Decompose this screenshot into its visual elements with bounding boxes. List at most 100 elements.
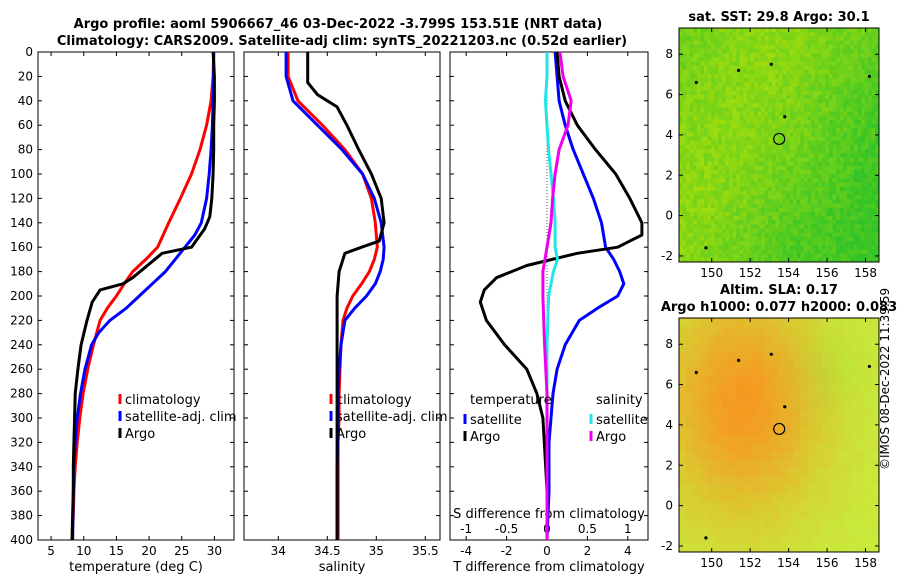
map-cell bbox=[846, 90, 851, 96]
map-cell bbox=[832, 174, 837, 179]
map-cell bbox=[871, 73, 876, 79]
map-cell bbox=[743, 40, 748, 46]
map-cell bbox=[811, 48, 816, 54]
map-cell bbox=[743, 111, 748, 117]
map-cell bbox=[864, 53, 869, 58]
map-cell bbox=[707, 236, 712, 242]
map-cell bbox=[729, 36, 734, 42]
map-cell bbox=[839, 136, 844, 142]
map-cell bbox=[779, 65, 784, 71]
map-cell bbox=[750, 351, 759, 361]
map-cell bbox=[750, 211, 755, 217]
map-cell bbox=[714, 161, 719, 167]
map-cell bbox=[854, 253, 859, 259]
map-cell bbox=[711, 107, 716, 113]
map-cell bbox=[714, 174, 719, 179]
map-cell bbox=[714, 460, 723, 469]
map-cell bbox=[700, 94, 705, 100]
map-cell bbox=[732, 253, 737, 259]
map-cell bbox=[871, 90, 876, 96]
map-cell bbox=[800, 199, 805, 204]
map-cell bbox=[832, 153, 837, 159]
map-cell bbox=[743, 124, 748, 129]
map-cell bbox=[779, 178, 784, 184]
map-cell bbox=[839, 36, 844, 42]
map-cell bbox=[689, 28, 694, 33]
x-tick-label: 34.5 bbox=[314, 544, 341, 558]
map-cell bbox=[725, 82, 730, 87]
map-cell bbox=[829, 501, 837, 511]
map-cell bbox=[696, 132, 701, 138]
map-cell bbox=[732, 249, 737, 255]
map-cell bbox=[846, 186, 851, 192]
map-cell bbox=[729, 376, 737, 386]
map-cell bbox=[843, 82, 848, 87]
map-cell bbox=[771, 40, 776, 46]
map-cell bbox=[732, 65, 737, 71]
y-tick-label: 2 bbox=[665, 168, 673, 182]
map-cell bbox=[768, 149, 773, 154]
map-cell bbox=[804, 257, 809, 263]
map-cell bbox=[689, 32, 694, 37]
map-cell bbox=[779, 161, 784, 167]
map-cell bbox=[793, 136, 798, 142]
map-cell bbox=[782, 82, 787, 87]
map-cell bbox=[871, 178, 876, 184]
map-cell bbox=[771, 174, 776, 179]
map-cell bbox=[786, 199, 791, 204]
map-cell bbox=[793, 220, 798, 225]
map-cell bbox=[693, 178, 698, 184]
map-cell bbox=[836, 493, 844, 503]
map-cell bbox=[850, 69, 855, 75]
map-cell bbox=[839, 241, 844, 246]
map-cell bbox=[793, 476, 801, 486]
map-cell bbox=[807, 493, 816, 503]
map-cell bbox=[871, 111, 876, 117]
map-cell bbox=[854, 232, 859, 238]
map-cell bbox=[814, 32, 819, 37]
map-cell bbox=[743, 343, 751, 352]
map-cell bbox=[864, 343, 873, 352]
map-cell bbox=[857, 203, 862, 209]
map-cell bbox=[725, 128, 730, 133]
map-cell bbox=[789, 220, 794, 225]
map-cell bbox=[696, 253, 701, 259]
map-cell bbox=[732, 257, 737, 263]
map-cell bbox=[729, 485, 737, 494]
map-cell bbox=[743, 128, 748, 133]
map-cell bbox=[836, 460, 844, 469]
map-cell bbox=[750, 40, 755, 46]
map-cell bbox=[682, 115, 687, 121]
map-cell bbox=[854, 44, 859, 50]
map-cell bbox=[836, 334, 844, 344]
map-cell bbox=[871, 32, 876, 37]
map-cell bbox=[732, 241, 737, 246]
map-cell bbox=[757, 426, 766, 436]
map-cell bbox=[700, 351, 709, 361]
map-cell bbox=[725, 207, 730, 213]
map-cell bbox=[707, 182, 712, 188]
map-cell bbox=[846, 115, 851, 121]
map-cell bbox=[743, 543, 751, 553]
map-cell bbox=[786, 78, 791, 83]
map-cell bbox=[850, 257, 855, 263]
map-cell bbox=[721, 132, 726, 138]
map-cell bbox=[821, 32, 826, 37]
map-cell bbox=[714, 518, 723, 528]
map-cell bbox=[854, 32, 859, 37]
map-cell bbox=[700, 485, 709, 494]
map-cell bbox=[811, 115, 816, 121]
map-cell bbox=[764, 543, 773, 553]
map-cell bbox=[679, 153, 684, 159]
map-cell bbox=[832, 32, 837, 37]
map-cell bbox=[875, 161, 880, 167]
map-cell bbox=[850, 32, 855, 37]
y-tick-label: 0 bbox=[665, 209, 673, 223]
map-cell bbox=[793, 149, 798, 154]
map-cell bbox=[843, 161, 848, 167]
map-cell bbox=[757, 128, 762, 133]
map-cell bbox=[682, 132, 687, 138]
map-cell bbox=[700, 82, 705, 87]
map-cell bbox=[793, 393, 801, 403]
map-cell bbox=[779, 451, 787, 461]
